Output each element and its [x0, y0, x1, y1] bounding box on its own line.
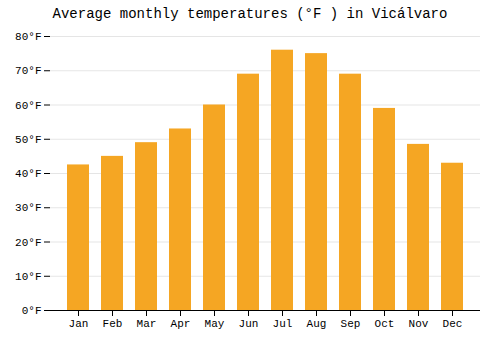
- svg-text:70°F: 70°F: [15, 65, 41, 77]
- svg-text:30°F: 30°F: [15, 202, 41, 214]
- svg-text:40°F: 40°F: [15, 168, 41, 180]
- html-text:Average monthly temperatures (: Average monthly temperatures (°F ) in Vi…: [52, 6, 448, 22]
- svg-text:60°F: 60°F: [15, 100, 41, 112]
- svg-text:Oct: Oct: [375, 318, 395, 330]
- svg-text:Aug: Aug: [307, 318, 327, 330]
- svg-text:20°F: 20°F: [15, 237, 41, 249]
- svg-text:80°F: 80°F: [15, 31, 41, 43]
- svg-text:Feb: Feb: [103, 318, 123, 330]
- svg-text:0°F: 0°F: [22, 305, 42, 317]
- svg-text:Nov: Nov: [409, 318, 429, 330]
- svg-text:Mar: Mar: [137, 318, 157, 330]
- svg-text:Dec: Dec: [443, 318, 463, 330]
- svg-text:Jun: Jun: [239, 318, 259, 330]
- svg-text:Apr: Apr: [171, 318, 191, 330]
- svg-text:10°F: 10°F: [15, 271, 41, 283]
- svg-text:Jul: Jul: [273, 318, 293, 330]
- svg-text:May: May: [205, 318, 225, 330]
- svg-text:Sep: Sep: [341, 318, 361, 330]
- svg-text:Jan: Jan: [69, 318, 89, 330]
- svg-text:50°F: 50°F: [15, 134, 41, 146]
